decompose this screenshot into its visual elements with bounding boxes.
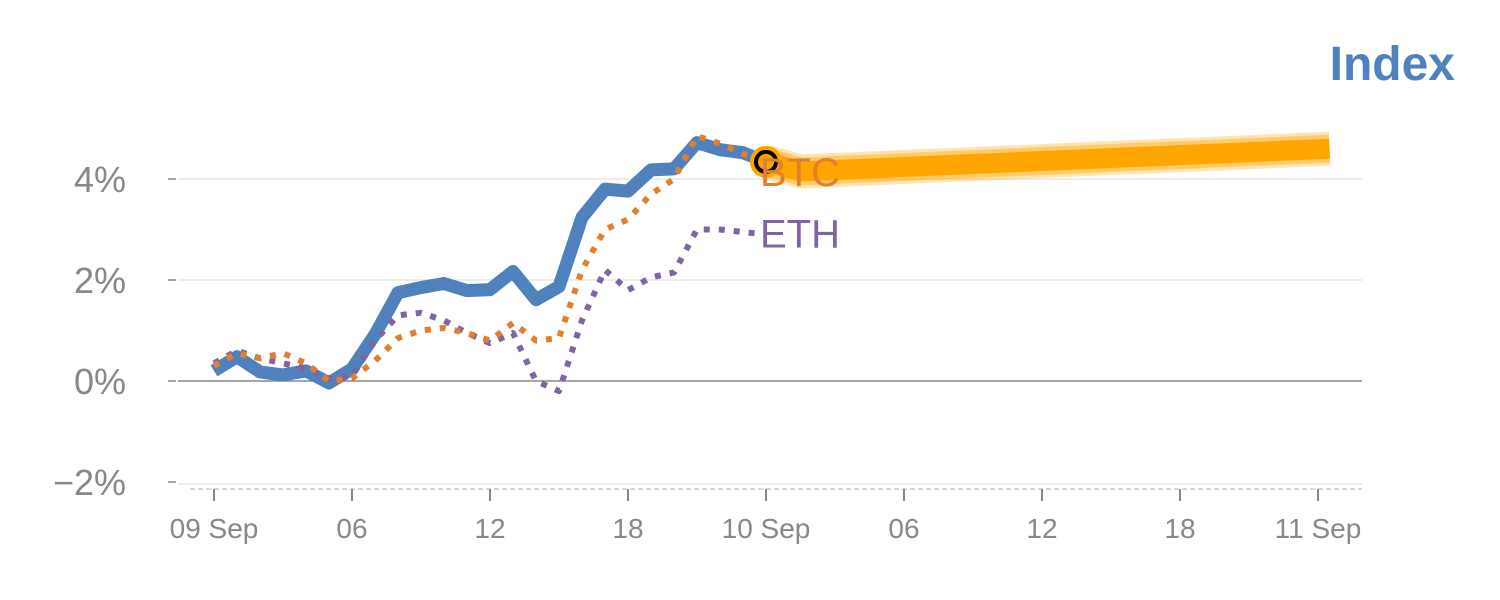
y-tick-label: −2% <box>53 462 126 503</box>
series-label-eth: ETH <box>760 213 840 257</box>
x-tick-label: 06 <box>336 513 367 544</box>
chart-title: Index <box>1330 38 1456 91</box>
x-tick-label: 18 <box>1164 513 1195 544</box>
x-tick-label: 18 <box>612 513 643 544</box>
series-line-eth <box>212 226 767 395</box>
x-tick-label: 11 Sep <box>1275 513 1362 544</box>
current-point-ring-icon <box>754 149 778 174</box>
x-tick-label: 12 <box>474 513 505 544</box>
y-tick-label: 4% <box>74 159 126 200</box>
y-tick-label: 0% <box>74 361 126 402</box>
x-tick-label: 06 <box>888 513 919 544</box>
series-line-index <box>210 136 769 390</box>
x-tick-label: 12 <box>1026 513 1057 544</box>
y-tick-label: 2% <box>74 260 126 301</box>
series-label-btc: BTC <box>760 151 840 195</box>
x-tick-label: 09 Sep <box>170 513 259 544</box>
x-tick-label: 10 Sep <box>722 513 811 544</box>
